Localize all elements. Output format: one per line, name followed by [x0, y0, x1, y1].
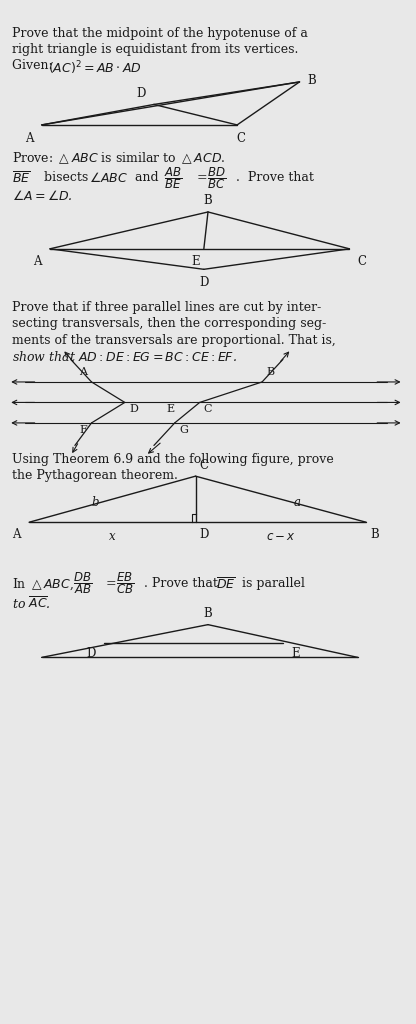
Text: Prove that if three parallel lines are cut by inter-: Prove that if three parallel lines are c…: [12, 301, 322, 314]
Text: a: a: [294, 497, 301, 509]
Text: . Prove that: . Prove that: [144, 577, 221, 590]
Text: $\dfrac{EB}{CB}$: $\dfrac{EB}{CB}$: [116, 570, 134, 596]
Text: In $\triangle ABC$,: In $\triangle ABC$,: [12, 577, 74, 592]
Text: $\angle A = \angle D$.: $\angle A = \angle D$.: [12, 189, 73, 204]
Text: the Pythagorean theorem.: the Pythagorean theorem.: [12, 469, 178, 482]
Text: $\dfrac{AB}{BE}$: $\dfrac{AB}{BE}$: [164, 165, 183, 190]
Text: bisects: bisects: [40, 171, 92, 184]
Text: ments of the transversals are proportional. That is,: ments of the transversals are proportion…: [12, 334, 336, 347]
Text: C: C: [200, 459, 209, 472]
Text: $(AC)^2 = AB \cdot AD$: $(AC)^2 = AB \cdot AD$: [48, 59, 142, 77]
Text: x: x: [109, 530, 116, 544]
Text: E: E: [191, 255, 200, 268]
Text: Given:: Given:: [12, 59, 57, 73]
Text: B: B: [308, 75, 317, 87]
Text: D: D: [136, 87, 146, 100]
Text: show that $AD : DE : EG = BC : CE : EF$.: show that $AD : DE : EG = BC : CE : EF$.: [12, 350, 238, 365]
Text: B: B: [266, 367, 275, 377]
Text: Using Theorem 6.9 and the following figure, prove: Using Theorem 6.9 and the following figu…: [12, 453, 334, 466]
Text: to $\overline{AC}$.: to $\overline{AC}$.: [12, 596, 51, 612]
Text: E: E: [291, 647, 300, 660]
Text: A: A: [33, 255, 42, 268]
Text: D: D: [199, 276, 208, 290]
Text: $\angle ABC$: $\angle ABC$: [89, 171, 129, 185]
Text: A: A: [25, 132, 33, 145]
Text: B: B: [203, 606, 213, 620]
Text: D: D: [86, 647, 96, 660]
Text: secting transversals, then the corresponding seg-: secting transversals, then the correspon…: [12, 317, 327, 331]
Text: right triangle is equidistant from its vertices.: right triangle is equidistant from its v…: [12, 43, 299, 56]
Text: $\dfrac{BD}{BC}$: $\dfrac{BD}{BC}$: [207, 165, 226, 190]
Text: G: G: [179, 425, 188, 435]
Text: and: and: [131, 171, 163, 184]
Text: $\overline{DE}$: $\overline{DE}$: [216, 577, 236, 592]
Text: =: =: [193, 171, 211, 184]
Text: B: B: [203, 194, 213, 207]
Text: =: =: [102, 577, 121, 590]
Text: D: D: [200, 528, 209, 542]
Text: Prove that the midpoint of the hypotenuse of a: Prove that the midpoint of the hypotenus…: [12, 27, 308, 40]
Text: C: C: [204, 404, 212, 415]
Text: B: B: [370, 528, 379, 542]
Text: $\overline{BE}$: $\overline{BE}$: [12, 171, 31, 186]
Text: A: A: [12, 528, 21, 542]
Text: D: D: [129, 404, 138, 415]
Text: is parallel: is parallel: [238, 577, 305, 590]
Text: A: A: [79, 367, 87, 377]
Text: b: b: [92, 497, 99, 509]
Text: Prove: $\triangle ABC$ is similar to $\triangle ACD$.: Prove: $\triangle ABC$ is similar to $\t…: [12, 151, 226, 166]
Text: F: F: [79, 425, 87, 435]
Text: E: E: [166, 404, 175, 415]
Text: $c - x$: $c - x$: [266, 530, 296, 544]
Text: C: C: [237, 132, 246, 145]
Text: .  Prove that: . Prove that: [236, 171, 314, 184]
Text: $\dfrac{DB}{AB}$: $\dfrac{DB}{AB}$: [73, 570, 92, 596]
Text: C: C: [357, 255, 366, 268]
